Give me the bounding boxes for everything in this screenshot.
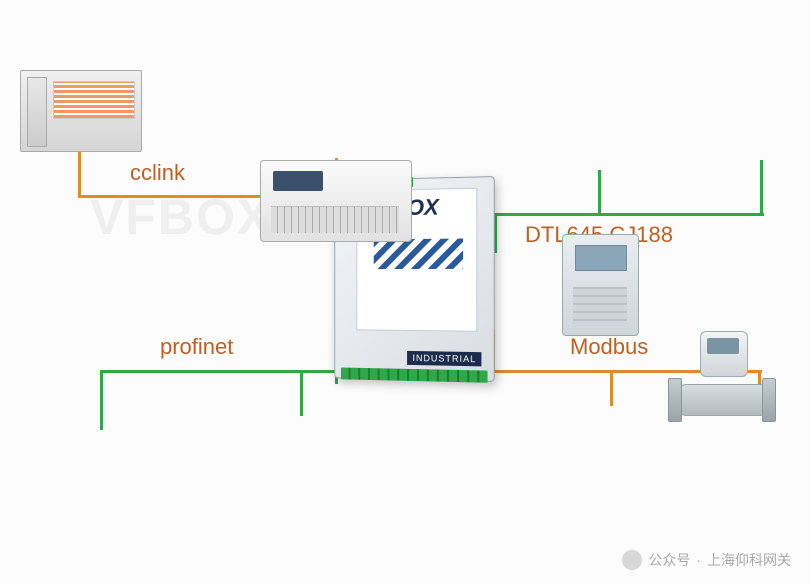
wire-modbus [610, 370, 613, 406]
wire-dtl [598, 170, 601, 216]
io-module [20, 70, 142, 152]
label-modbus: Modbus [570, 334, 648, 360]
footer-attribution: 公众号 · 上海仰科网关 [622, 550, 791, 570]
flowmeter-body [672, 384, 774, 416]
flowmeter-transmitter [700, 331, 748, 377]
terminal-bottom [341, 367, 488, 382]
wire-cclink [78, 150, 81, 198]
electricity-meter [562, 234, 639, 336]
gateway-sublabel: INDUSTRIAL [408, 351, 482, 366]
wire-profinet [100, 370, 103, 430]
footer-text: 上海仰科网关 [707, 550, 791, 570]
gateway-stripes [374, 239, 463, 270]
wire-dtl [494, 213, 764, 216]
footer-sep: · [696, 552, 701, 568]
wire-profinet [300, 370, 303, 416]
wechat-icon [622, 550, 642, 570]
footer-prefix: 公众号 [648, 550, 690, 570]
wire-dtl [760, 160, 763, 216]
flange-right [762, 378, 776, 422]
label-profinet: profinet [160, 334, 233, 360]
plc-unit [260, 160, 412, 242]
flange-left [668, 378, 682, 422]
label-cclink: cclink [130, 160, 185, 186]
flow-meter [672, 331, 772, 426]
